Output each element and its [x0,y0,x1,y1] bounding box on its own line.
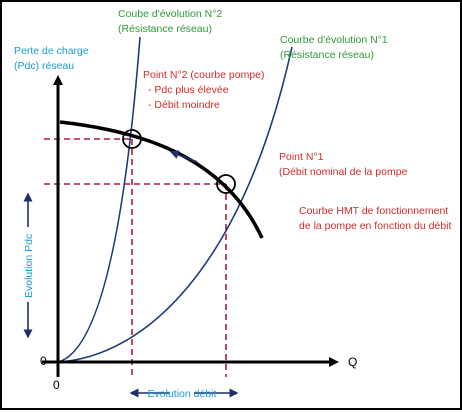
point-2-title: Point N°2 (courbe pompe) [143,69,265,81]
network-2-label-line1: Coube d'évolution N°2 [118,8,222,20]
network-curve-1 [57,46,293,363]
debit-evolution-label: Evolution débit [148,388,217,400]
operating-point-2 [122,129,142,149]
y-axis-label-line1: Perte de charge [14,45,89,57]
network-1-label-line2: (Résistance réseau) [280,49,374,61]
y-axis-label-line2: (Pdc) réseau [14,60,74,72]
x-axis-q-label: Q [348,355,357,369]
point-2-note-2: - Débit moindre [148,99,220,111]
point-1-note: (Débit nominal de la pompe [279,166,408,178]
guide-lines [44,138,227,377]
pdc-evolution-label: Evolution Pdc [23,234,35,298]
pump-curve-label-line2: de la pompe en fonction du débit [299,220,451,232]
network-1-label-line1: Courbe d'évolution N°1 [280,34,388,46]
pump-shift-arrow [169,150,198,163]
origin-y-label: 0 [40,354,47,368]
point-1-title: Point N°1 [279,151,324,163]
origin-x-label: 0 [53,378,60,392]
network-2-label-line2: (Résistance réseau) [118,23,212,35]
pump-curve-label-line1: Courbe HMT de fonctionnement [299,205,448,217]
network-curve-2 [57,36,141,363]
operating-point-1 [216,174,236,194]
point-2-note-1: - Pdc plus élevée [148,84,229,96]
